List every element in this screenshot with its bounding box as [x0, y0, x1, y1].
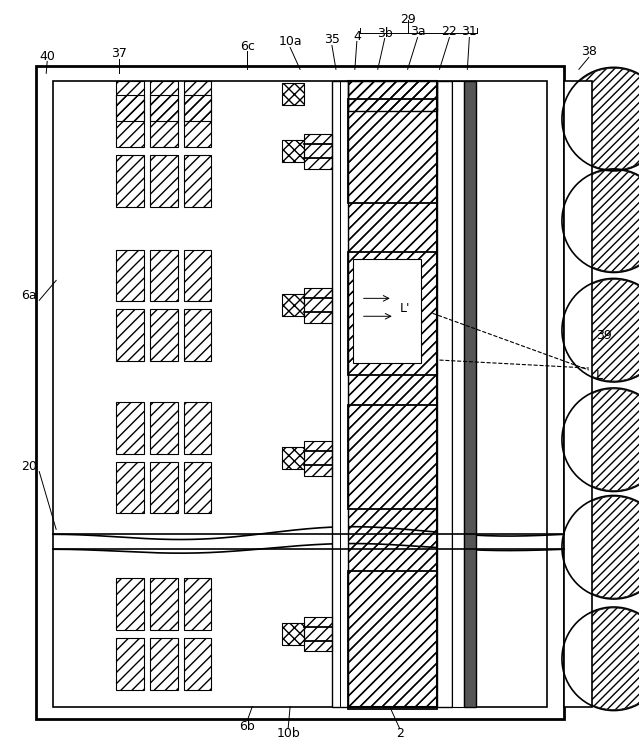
Bar — [348, 571, 438, 708]
Bar — [348, 82, 438, 707]
Bar — [184, 95, 211, 147]
Text: 6c: 6c — [240, 40, 255, 53]
Text: 10b: 10b — [276, 727, 300, 740]
Bar — [282, 447, 304, 469]
Bar — [348, 82, 438, 111]
Text: L': L' — [399, 302, 410, 315]
Bar — [116, 95, 144, 147]
Bar — [184, 250, 211, 301]
Bar — [116, 155, 144, 207]
Text: 4: 4 — [353, 30, 361, 43]
Bar — [348, 405, 438, 510]
Bar — [465, 82, 476, 707]
Text: 29: 29 — [400, 13, 415, 26]
Bar — [348, 82, 438, 707]
Bar — [116, 82, 144, 121]
Bar — [116, 310, 144, 361]
Text: 10a: 10a — [278, 35, 302, 48]
Text: 3b: 3b — [377, 27, 392, 40]
Bar — [184, 402, 211, 454]
Bar — [348, 99, 438, 203]
Bar — [348, 251, 438, 375]
Bar — [150, 461, 178, 513]
Text: 35: 35 — [324, 33, 340, 46]
Bar — [184, 638, 211, 689]
Text: 39: 39 — [596, 328, 612, 342]
Bar — [184, 310, 211, 361]
Bar — [304, 441, 332, 476]
Bar — [116, 638, 144, 689]
Text: 6a: 6a — [22, 289, 37, 302]
Bar — [353, 258, 420, 363]
Bar — [150, 310, 178, 361]
Bar — [304, 288, 332, 323]
Bar — [150, 250, 178, 301]
Bar — [452, 82, 465, 707]
Bar — [150, 155, 178, 207]
Text: 38: 38 — [581, 45, 596, 58]
Bar — [150, 578, 178, 630]
Bar — [282, 294, 304, 316]
Text: L: L — [595, 368, 602, 381]
Bar — [116, 578, 144, 630]
Bar — [150, 638, 178, 689]
Text: 20: 20 — [21, 460, 37, 473]
Bar — [282, 623, 304, 645]
Text: 31: 31 — [461, 25, 477, 38]
Bar — [184, 155, 211, 207]
Text: 37: 37 — [111, 47, 127, 60]
Bar — [150, 95, 178, 147]
Bar — [184, 578, 211, 630]
Text: 2: 2 — [396, 727, 404, 740]
Bar — [116, 250, 144, 301]
Bar — [53, 82, 547, 707]
Bar — [116, 402, 144, 454]
Bar — [116, 461, 144, 513]
Text: 3a: 3a — [410, 25, 426, 38]
Bar — [150, 402, 178, 454]
Bar — [564, 82, 592, 707]
Text: 40: 40 — [39, 50, 55, 63]
Bar — [184, 82, 211, 121]
Bar — [184, 461, 211, 513]
Bar — [150, 82, 178, 121]
Bar — [304, 134, 332, 169]
Bar — [438, 82, 452, 707]
Bar — [282, 140, 304, 162]
Bar — [304, 617, 332, 651]
Bar — [36, 66, 564, 719]
Text: 6b: 6b — [239, 720, 255, 733]
Bar — [332, 82, 348, 707]
Text: 22: 22 — [442, 25, 458, 38]
Bar — [282, 83, 304, 105]
